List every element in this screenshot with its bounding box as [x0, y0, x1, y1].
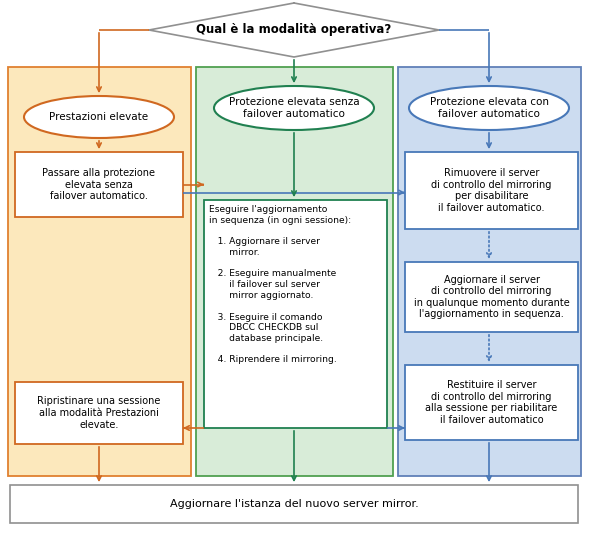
- Text: Qual è la modalità operativa?: Qual è la modalità operativa?: [196, 23, 392, 36]
- Ellipse shape: [214, 86, 374, 130]
- FancyBboxPatch shape: [405, 365, 578, 440]
- Ellipse shape: [409, 86, 569, 130]
- FancyBboxPatch shape: [10, 485, 578, 523]
- FancyBboxPatch shape: [8, 67, 191, 476]
- Text: Ripristinare una sessione
alla modalità Prestazioni
elevate.: Ripristinare una sessione alla modalità …: [37, 396, 161, 429]
- Text: Passare alla protezione
elevata senza
failover automatico.: Passare alla protezione elevata senza fa…: [42, 168, 155, 201]
- Text: Restituire il server
di controllo del mirroring
alla sessione per riabilitare
il: Restituire il server di controllo del mi…: [425, 380, 558, 425]
- FancyBboxPatch shape: [196, 67, 393, 476]
- Text: Prestazioni elevate: Prestazioni elevate: [49, 112, 148, 122]
- FancyBboxPatch shape: [15, 382, 183, 444]
- FancyBboxPatch shape: [15, 152, 183, 217]
- FancyBboxPatch shape: [405, 262, 578, 332]
- FancyBboxPatch shape: [204, 200, 387, 428]
- Text: Protezione elevata con
failover automatico: Protezione elevata con failover automati…: [429, 97, 548, 119]
- Text: Aggiornare l'istanza del nuovo server mirror.: Aggiornare l'istanza del nuovo server mi…: [170, 499, 418, 509]
- Ellipse shape: [24, 96, 174, 138]
- Text: Rimuovere il server
di controllo del mirroring
per disabilitare
il failover auto: Rimuovere il server di controllo del mir…: [431, 168, 552, 213]
- Text: Aggiornare il server
di controllo del mirroring
in qualunque momento durante
l'a: Aggiornare il server di controllo del mi…: [413, 274, 570, 319]
- Polygon shape: [149, 3, 439, 57]
- FancyBboxPatch shape: [398, 67, 581, 476]
- FancyBboxPatch shape: [405, 152, 578, 229]
- Text: Eseguire l'aggiornamento
in sequenza (in ogni sessione):

   1. Aggiornare il se: Eseguire l'aggiornamento in sequenza (in…: [209, 205, 351, 365]
- Text: Protezione elevata senza
failover automatico: Protezione elevata senza failover automa…: [229, 97, 359, 119]
